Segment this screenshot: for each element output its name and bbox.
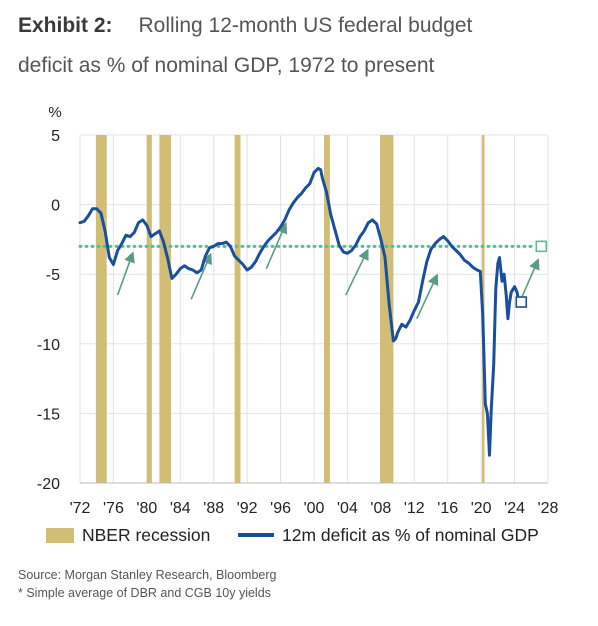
y-axis-label: % xyxy=(48,104,61,121)
y-tick-label: -5 xyxy=(46,267,60,284)
series-line-deficit xyxy=(78,166,522,457)
x-tick-label: '04 xyxy=(337,500,358,517)
x-tick-label: '20 xyxy=(471,500,492,517)
chart-header: Exhibit 2: Rolling 12-month US federal bu… xyxy=(18,6,588,86)
recession-bar xyxy=(234,135,241,483)
exhibit-label: Exhibit 2: xyxy=(18,14,113,37)
projected-marker xyxy=(535,240,548,253)
recession-bar xyxy=(324,135,330,483)
x-tick-label: '12 xyxy=(404,500,425,517)
x-tick-label: '92 xyxy=(237,500,258,517)
recession-bar xyxy=(380,135,394,483)
y-tick-label: -15 xyxy=(37,406,60,423)
x-tick-label: '08 xyxy=(370,500,391,517)
x-tick-label: '84 xyxy=(170,500,191,517)
x-tick-label: '76 xyxy=(103,500,124,517)
legend-item-deficit: 12m deficit as % of nominal GDP xyxy=(238,522,539,548)
y-tick-label: -10 xyxy=(37,337,60,354)
legend-swatch-recession xyxy=(46,527,74,543)
recession-bar xyxy=(95,135,107,483)
trend-arrow xyxy=(265,222,288,269)
legend-swatch-deficit xyxy=(238,533,274,537)
y-tick-label: 5 xyxy=(51,128,60,145)
chart-title: Rolling 12-month US federal budget xyxy=(138,14,473,37)
chart-footer: Source: Morgan Stanley Research, Bloombe… xyxy=(18,566,276,602)
x-tick-label: '72 xyxy=(70,500,91,517)
x-tick-label: '80 xyxy=(136,500,157,517)
x-tick-label: '16 xyxy=(437,500,458,517)
y-tick-label: 0 xyxy=(51,198,60,215)
trend-arrow xyxy=(345,248,369,296)
recession-bar xyxy=(146,135,152,483)
y-tick-label: -20 xyxy=(37,476,60,493)
chart-legend: NBER recession 12m deficit as % of nomin… xyxy=(46,522,586,548)
recession-bar xyxy=(159,135,172,483)
x-tick-label: '28 xyxy=(538,500,559,517)
legend-label-recession: NBER recession xyxy=(82,524,211,545)
current-marker xyxy=(515,296,528,308)
title-line-1: Exhibit 2: Rolling 12-month US federal bu… xyxy=(18,6,588,46)
trend-arrow xyxy=(190,252,212,300)
legend-item-recession: NBER recession xyxy=(46,522,210,548)
x-tick-label: '00 xyxy=(304,500,325,517)
x-tick-label: '88 xyxy=(203,500,224,517)
footnote: * Simple average of DBR and CGB 10y yiel… xyxy=(18,586,271,600)
legend-label-deficit: 12m deficit as % of nominal GDP xyxy=(282,524,539,545)
x-tick-label: '96 xyxy=(270,500,291,517)
x-tick-label: '24 xyxy=(504,500,525,517)
trend-arrow xyxy=(116,251,135,296)
title-line-2: deficit as % of nominal GDP, 1972 to pre… xyxy=(18,54,435,77)
source-note: Source: Morgan Stanley Research, Bloombe… xyxy=(18,568,277,582)
trend-arrow xyxy=(416,273,439,320)
